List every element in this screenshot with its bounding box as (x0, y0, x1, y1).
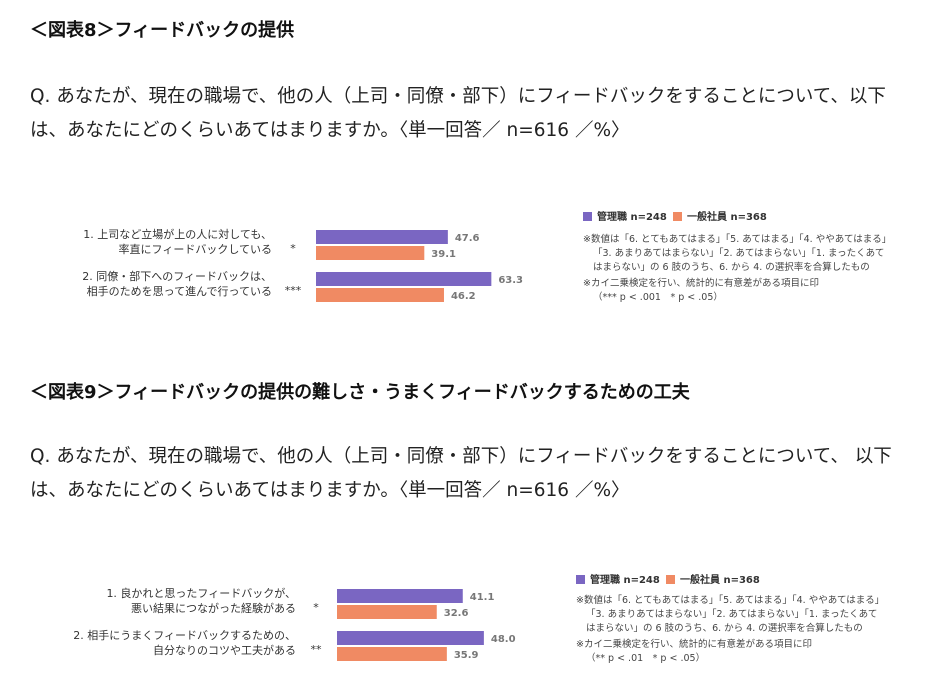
category-label-2-line-2: 自分なりのコツや工夫がある (153, 643, 296, 657)
note-line-1: ※数値は「6. とてもあてはまる」「5. あてはまる」「4. ややあてはまる」 (583, 233, 891, 245)
category-label-2-line-1: 2. 相手にうまくフィードバックするための、 (73, 628, 296, 642)
bar-general-2 (337, 647, 447, 661)
figure9-chart: 1. 良かれと思ったフィードバックが、 悪い結果につながった経験がある * 41.1 3… (0, 565, 938, 683)
note-line-3: はまらない」の 6 肢のうち、6. から 4. の選択率を合算したもの (586, 622, 863, 634)
significance-mark-2: *** (285, 284, 302, 297)
bar-manager-2 (316, 272, 492, 286)
value-label-general-2: 46.2 (451, 291, 476, 302)
category-label-1-line-1: 1. 良かれと思ったフィードバックが、 (106, 586, 296, 600)
significance-mark-1: * (290, 242, 296, 255)
category-label-2-line-2: 相手のためを思って進んで行っている (87, 284, 272, 298)
legend-swatch-manager (583, 212, 592, 221)
note-line-3: はまらない」の 6 肢のうち、6. から 4. の選択率を合算したもの (593, 261, 870, 273)
value-label-manager-1: 41.1 (470, 592, 495, 603)
note-line-1: ※数値は「6. とてもあてはまる」「5. あてはまる」「4. ややあてはまる」 (576, 594, 884, 606)
legend-label-general: 一般社員 n=368 (687, 210, 767, 223)
figure9-question: Q. あなたが、現在の職場で、他の人（上司・同僚・部下）にフィードバックをするこ… (30, 446, 892, 501)
bar-manager-1 (316, 230, 448, 244)
significance-mark-1: * (313, 601, 319, 614)
bar-general-1 (316, 246, 425, 260)
value-label-manager-1: 47.6 (455, 233, 480, 244)
significance-mark-2: ** (311, 643, 323, 656)
note-line-2: 「3. あまりあてはまらない」「2. あてはまらない」「1. まったくあて (586, 609, 877, 620)
note-line-2: 「3. あまりあてはまらない」「2. あてはまらない」「1. まったくあて (593, 248, 884, 259)
figure8-heading: ＜図表8＞フィードバックの提供 (30, 20, 295, 41)
legend-label-manager: 管理職 n=248 (590, 573, 660, 586)
legend-swatch-general (673, 212, 682, 221)
bar-manager-2 (337, 631, 484, 645)
legend-swatch-general (666, 575, 675, 584)
figure8-question: Q. あなたが、現在の職場で、他の人（上司・同僚・部下）にフィードバックをするこ… (30, 86, 886, 141)
figure9-heading: ＜図表9＞フィードバックの提供の難しさ・うまくフィードバックするための工夫 (30, 382, 690, 403)
bar-general-2 (316, 288, 444, 302)
note-line-4: ※カイ二乗検定を行い、統計的に有意差がある項目に印 (583, 277, 819, 289)
category-label-1-line-2: 率直にフィードバックしている (119, 242, 272, 256)
category-label-1-line-1: 1. 上司など立場が上の人に対しても、 (83, 227, 272, 241)
figure8-chart: 1. 上司など立場が上の人に対しても、 率直にフィードバックしている * 47.6 39… (0, 200, 938, 330)
note-line-5: （*** p < .001 * p < .05） (593, 291, 723, 303)
value-label-general-1: 39.1 (431, 249, 456, 260)
category-label-1-line-2: 悪い結果につながった経験がある (131, 601, 296, 615)
bar-general-1 (337, 605, 437, 619)
value-label-general-2: 35.9 (454, 650, 479, 661)
value-label-manager-2: 63.3 (498, 275, 523, 286)
value-label-manager-2: 48.0 (491, 634, 516, 645)
note-line-4: ※カイ二乗検定を行い、統計的に有意差がある項目に印 (576, 638, 812, 650)
figure9-svg: 1. 良かれと思ったフィードバックが、悪い結果につながった経験がある *41.13… (73, 573, 884, 664)
figure8-svg: 1. 上司など立場が上の人に対しても、率直にフィードバックしている * 47.6 39… (82, 210, 891, 303)
bar-manager-1 (337, 589, 463, 603)
note-line-5: （** p < .01 * p < .05） (586, 652, 705, 664)
category-label-2-line-1: 2. 同僚・部下へのフィードバックは、 (82, 269, 272, 283)
legend-label-general: 一般社員 n=368 (680, 573, 760, 586)
value-label-general-1: 32.6 (444, 608, 469, 619)
legend-swatch-manager (576, 575, 585, 584)
legend-label-manager: 管理職 n=248 (597, 210, 667, 223)
